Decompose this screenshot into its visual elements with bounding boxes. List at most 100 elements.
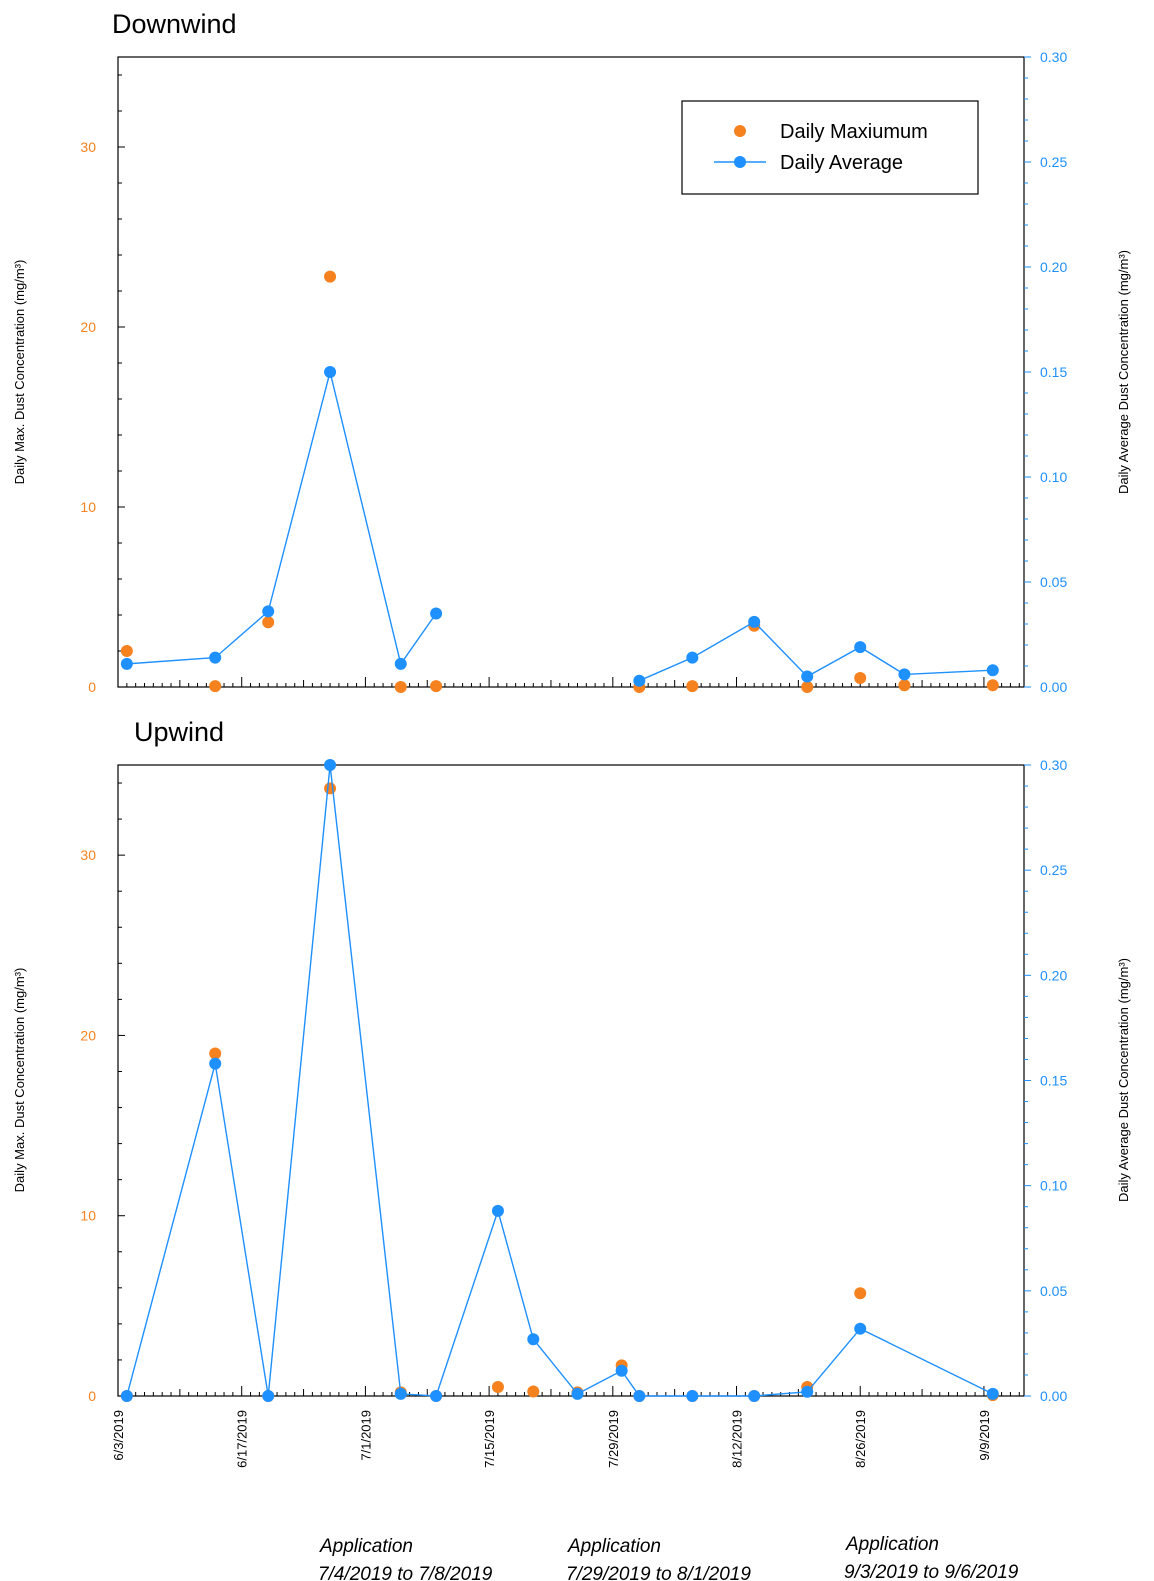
downwind-daily-average-point xyxy=(262,605,275,618)
downwind-daily-max-point xyxy=(209,680,222,693)
downwind-daily-max-point xyxy=(120,645,133,657)
upwind-daily-average-point xyxy=(615,1364,628,1377)
upwind-daily-max-point xyxy=(854,1287,867,1300)
upwind-daily-average-point xyxy=(854,1322,867,1335)
upwind-daily-average-point xyxy=(120,1390,133,1402)
upwind-left-tick-label: 10 xyxy=(80,1208,96,1224)
downwind-right-tick-label: 0.25 xyxy=(1040,154,1067,170)
downwind-daily-average-point xyxy=(854,641,867,654)
downwind-daily-max-point xyxy=(801,681,814,693)
downwind-daily-average-point xyxy=(686,651,699,664)
downwind-daily-max-point xyxy=(898,679,911,692)
legend-avg-label: Daily Average xyxy=(780,152,903,174)
upwind-right-tick-label: 0.30 xyxy=(1040,757,1067,773)
upwind-right-tick-label: 0.25 xyxy=(1040,862,1067,878)
x-tick-label: 8/26/2019 xyxy=(853,1410,868,1468)
x-tick-label: 6/17/2019 xyxy=(235,1410,250,1468)
upwind-daily-average-point xyxy=(527,1333,540,1346)
downwind-daily-max-point xyxy=(854,672,867,684)
downwind-daily-average-point xyxy=(801,670,814,683)
downwind-left-axis-label: Daily Max. Dust Concentration (mg/m³) xyxy=(12,260,27,485)
x-tick-label: 7/29/2019 xyxy=(606,1410,621,1468)
upwind-daily-average-point xyxy=(686,1390,699,1402)
upwind-panel: Upwind Daily Max. Dust Concentration (mg… xyxy=(12,717,1131,1468)
x-tick-label: 9/9/2019 xyxy=(977,1410,992,1461)
downwind-daily-max-point xyxy=(324,270,337,283)
upwind-left-tick-label: 20 xyxy=(80,1027,96,1043)
legend-max-marker xyxy=(734,125,746,137)
upwind-left-tick-label: 30 xyxy=(80,847,96,863)
downwind-daily-average-point xyxy=(430,607,443,620)
downwind-title: Downwind xyxy=(112,9,237,39)
upwind-right-tick-label: 0.20 xyxy=(1040,967,1067,983)
x-tick-label: 6/3/2019 xyxy=(111,1410,126,1461)
downwind-daily-max-point xyxy=(394,681,407,693)
downwind-left-tick-label: 20 xyxy=(80,319,96,335)
downwind-left-tick-label: 30 xyxy=(80,139,96,155)
upwind-daily-average-point xyxy=(262,1390,275,1402)
application-annotations: Application 7/4/2019 to 7/8/2019 Applica… xyxy=(318,1534,1019,1581)
downwind-left-tick-label: 0 xyxy=(88,679,96,695)
downwind-daily-average-line xyxy=(126,371,437,666)
downwind-daily-average-point xyxy=(120,657,133,670)
downwind-right-tick-label: 0.00 xyxy=(1040,679,1067,695)
upwind-left-tick-label: 0 xyxy=(88,1388,96,1404)
x-tick-label: 7/15/2019 xyxy=(482,1410,497,1468)
downwind-right-tick-label: 0.05 xyxy=(1040,574,1067,590)
upwind-right-tick-label: 0.15 xyxy=(1040,1073,1067,1089)
upwind-daily-average-point xyxy=(394,1387,407,1400)
upwind-daily-max-point xyxy=(324,782,337,795)
upwind-daily-average-point xyxy=(324,759,337,771)
upwind-right-axis-label: Daily Average Dust Concentration (mg/m³) xyxy=(1116,958,1131,1202)
upwind-plot-frame xyxy=(117,764,1025,1397)
upwind-daily-average-point xyxy=(430,1390,443,1402)
upwind-daily-max-point xyxy=(209,1047,222,1060)
upwind-daily-average-point xyxy=(571,1387,584,1400)
downwind-daily-average-point xyxy=(209,651,222,664)
legend-max-label: Daily Maxiumum xyxy=(780,121,928,143)
upwind-daily-average-line xyxy=(126,764,994,1397)
upwind-right-tick-label: 0.00 xyxy=(1040,1388,1067,1404)
downwind-right-tick-label: 0.30 xyxy=(1040,49,1067,65)
upwind-left-axis-label: Daily Max. Dust Concentration (mg/m³) xyxy=(12,968,27,1193)
downwind-right-tick-label: 0.15 xyxy=(1040,364,1067,380)
application-2-dates: 7/29/2019 to 8/1/2019 xyxy=(566,1564,751,1581)
application-3-label: Application xyxy=(845,1534,939,1555)
downwind-panel: Downwind Daily Max. Dust Concentration (… xyxy=(12,9,1131,695)
legend-box xyxy=(681,100,979,195)
application-3-dates: 9/3/2019 to 9/6/2019 xyxy=(844,1562,1019,1581)
upwind-title: Upwind xyxy=(134,717,224,747)
x-tick-label: 7/1/2019 xyxy=(358,1410,373,1461)
application-2-label: Application xyxy=(567,1536,661,1557)
downwind-daily-average-point xyxy=(394,657,407,670)
downwind-daily-average-point xyxy=(633,674,646,687)
downwind-right-axis-label: Daily Average Dust Concentration (mg/m³) xyxy=(1116,250,1131,494)
upwind-daily-max-point xyxy=(491,1380,504,1393)
upwind-daily-average-point xyxy=(748,1390,761,1402)
upwind-daily-average-point xyxy=(209,1057,222,1070)
downwind-daily-average-line xyxy=(639,621,993,682)
downwind-daily-average-point xyxy=(986,664,999,677)
downwind-daily-max-point xyxy=(986,679,999,692)
upwind-right-tick-label: 0.10 xyxy=(1040,1178,1067,1194)
x-tick-label: 8/12/2019 xyxy=(730,1410,745,1468)
upwind-daily-average-point xyxy=(633,1390,646,1402)
upwind-daily-average-point xyxy=(986,1387,999,1400)
downwind-right-tick-label: 0.20 xyxy=(1040,259,1067,275)
application-1-dates: 7/4/2019 to 7/8/2019 xyxy=(318,1564,493,1581)
upwind-daily-average-point xyxy=(801,1385,814,1398)
downwind-right-tick-label: 0.10 xyxy=(1040,469,1067,485)
downwind-legend: Daily Maxiumum Daily Average xyxy=(681,100,979,195)
downwind-daily-average-point xyxy=(324,366,337,378)
downwind-daily-max-point xyxy=(430,680,443,693)
upwind-right-tick-label: 0.05 xyxy=(1040,1283,1067,1299)
downwind-left-tick-label: 10 xyxy=(80,499,96,515)
upwind-daily-max-point xyxy=(527,1385,540,1398)
downwind-daily-max-point xyxy=(686,680,699,693)
application-1-label: Application xyxy=(319,1536,413,1557)
legend-avg-marker xyxy=(734,156,746,168)
upwind-daily-average-point xyxy=(491,1204,504,1217)
downwind-daily-average-point xyxy=(748,615,761,628)
downwind-daily-max-point xyxy=(262,616,275,629)
